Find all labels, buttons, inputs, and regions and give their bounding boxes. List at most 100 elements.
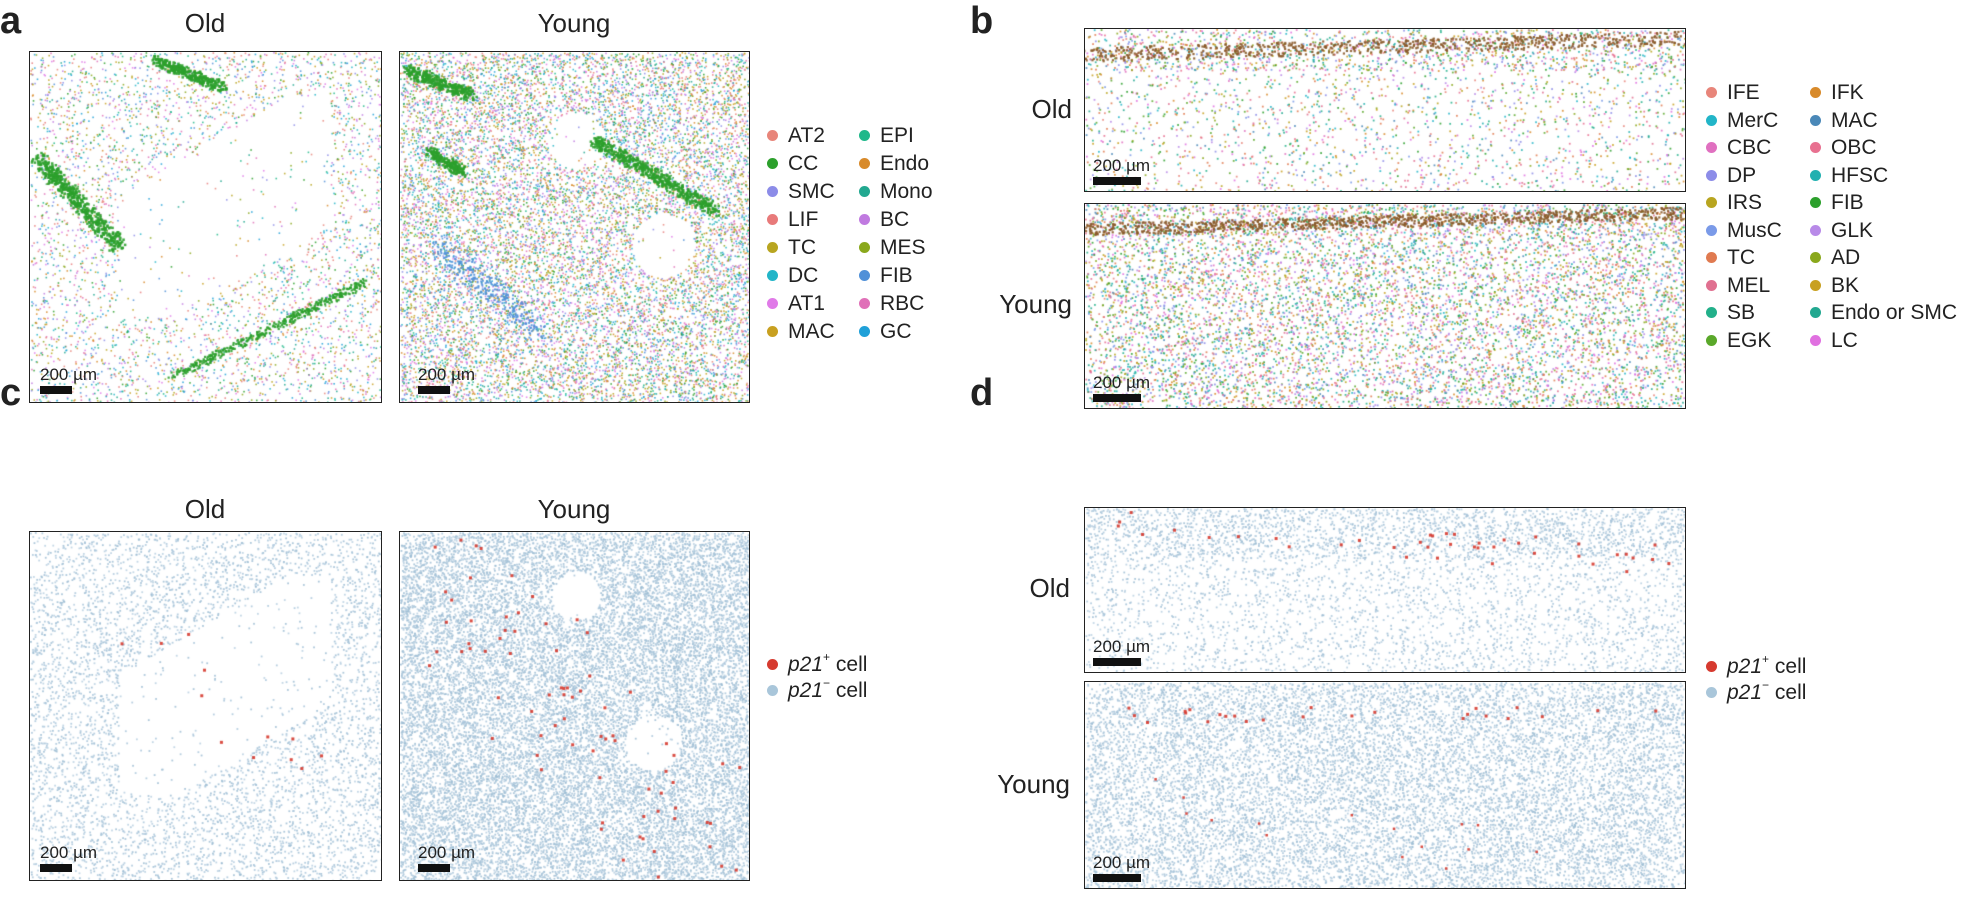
legend-item: LIF xyxy=(767,209,818,230)
scalebar-label: 200 µm xyxy=(418,843,476,862)
panel-d-old-map: 200 µm xyxy=(1084,507,1686,673)
panel-letter-a: a xyxy=(0,0,22,42)
legend-item: AD xyxy=(1810,247,1860,268)
legend-label: p21− cell xyxy=(1727,678,1807,704)
scalebar-label: 200 µm xyxy=(1093,637,1151,656)
panel-d-legend: p21+ cell p21− cell xyxy=(1706,653,1856,705)
panel-c-legend: p21+ cell p21− cell xyxy=(767,651,917,703)
legend-dot-icon xyxy=(1810,197,1821,208)
scalebar: 200 µm xyxy=(1093,854,1150,882)
legend-item: DC xyxy=(767,265,818,286)
legend-dot-icon xyxy=(1706,279,1717,291)
scalebar: 200 µm xyxy=(418,366,475,394)
legend-label: FIB xyxy=(880,264,913,287)
legend-label: GC xyxy=(880,320,912,343)
legend-dot-icon xyxy=(767,270,778,281)
legend-item: MES xyxy=(859,237,926,258)
panel-b-row-young: Young xyxy=(999,289,1072,319)
legend-dot-icon xyxy=(1810,169,1821,181)
legend-item-p21-negative: p21− cell xyxy=(767,677,867,701)
legend-label: IFK xyxy=(1831,81,1864,104)
panel-c-title-young: Young xyxy=(537,494,611,524)
panel-letter-c: c xyxy=(0,372,22,414)
legend-label: GLK xyxy=(1831,218,1874,242)
legend-dot-icon xyxy=(859,186,870,197)
legend-item: MAC xyxy=(767,321,835,342)
legend-dot-icon xyxy=(1810,114,1821,126)
legend-item: IFE xyxy=(1706,82,1760,103)
legend-dot-icon xyxy=(1706,114,1717,126)
legend-item: MerC xyxy=(1706,110,1778,131)
legend-dot-icon xyxy=(1706,169,1717,181)
legend-dot-icon xyxy=(1706,142,1717,153)
panel-b-legend: IFE MerC CBC DP IRS MusC TC MEL SB EGK IFK MAC OBC HF… xyxy=(1706,82,1963,362)
legend-label: MAC xyxy=(1831,108,1878,132)
scalebar: 200 µm xyxy=(1093,374,1150,402)
legend-dot-icon xyxy=(1810,334,1821,346)
red-dot-icon xyxy=(767,658,778,670)
legend-dot-icon xyxy=(1810,252,1821,263)
panel-letter-b: b xyxy=(970,0,994,42)
legend-label: IRS xyxy=(1727,191,1763,214)
legend-dot-icon xyxy=(859,214,870,225)
scalebar: 200 µm xyxy=(40,844,97,872)
legend-dot-icon xyxy=(859,130,870,141)
legend-dot-icon xyxy=(1706,334,1717,346)
panel-a-title-young: Young xyxy=(537,8,611,38)
legend-item: OBC xyxy=(1810,137,1877,158)
legend-item: HFSC xyxy=(1810,165,1888,186)
legend-label: EPI xyxy=(880,124,914,147)
lightblue-dot-icon xyxy=(1706,686,1717,698)
legend-dot-icon xyxy=(1706,307,1717,318)
panel-d-row-old: Old xyxy=(1029,573,1070,603)
legend-item: CBC xyxy=(1706,137,1771,158)
legend-item-p21-positive: p21+ cell xyxy=(1706,653,1806,677)
legend-label: AT1 xyxy=(788,292,825,315)
legend-dot-icon xyxy=(767,214,778,225)
legend-label: TC xyxy=(1727,246,1755,269)
legend-dot-icon xyxy=(767,242,778,253)
scalebar-label: 200 µm xyxy=(1093,156,1151,175)
legend-dot-icon xyxy=(859,298,870,309)
legend-label: BC xyxy=(880,208,910,231)
legend-dot-icon xyxy=(859,326,870,337)
legend-label: MerC xyxy=(1727,108,1779,132)
panel-b-row-old: Old xyxy=(1031,94,1072,124)
scalebar: 200 µm xyxy=(1093,157,1150,185)
legend-dot-icon xyxy=(1706,252,1717,263)
legend-item-p21-positive: p21+ cell xyxy=(767,651,867,675)
legend-dot-icon xyxy=(767,130,778,141)
legend-dot-icon xyxy=(1706,87,1717,98)
scalebar-label: 200 µm xyxy=(40,843,98,862)
legend-item: AT1 xyxy=(767,293,825,314)
legend-item: IFK xyxy=(1810,82,1864,103)
legend-dot-icon xyxy=(1810,307,1821,318)
panel-a-legend: AT2 CC SMC LIF TC DC AT1 MAC EPI Endo Mono BC MES FIB… xyxy=(767,125,967,350)
legend-label: LIF xyxy=(788,208,819,231)
legend-item: Endo or SMC xyxy=(1810,302,1957,323)
panel-b-young-map: 200 µm xyxy=(1084,203,1686,409)
panel-a-young-map: 200 µm xyxy=(399,51,750,403)
scalebar: 200 µm xyxy=(1093,638,1150,666)
scalebar-label: 200 µm xyxy=(1093,373,1151,392)
legend-label: AT2 xyxy=(788,124,825,147)
legend-label: Endo xyxy=(880,152,930,175)
legend-dot-icon xyxy=(767,158,778,169)
legend-item: MAC xyxy=(1810,110,1878,131)
legend-label: Mono xyxy=(880,180,933,203)
panel-b-old-map: 200 µm xyxy=(1084,28,1686,192)
scalebar-label: 200 µm xyxy=(1093,853,1151,872)
legend-label: OBC xyxy=(1831,136,1877,159)
lightblue-dot-icon xyxy=(767,684,778,696)
panel-c-young-map: 200 µm xyxy=(399,531,750,881)
legend-item: TC xyxy=(767,237,816,258)
legend-item: EPI xyxy=(859,125,914,146)
legend-item: SB xyxy=(1706,302,1755,323)
legend-item: Mono xyxy=(859,181,933,202)
legend-label: Endo or SMC xyxy=(1831,301,1958,324)
red-dot-icon xyxy=(1706,660,1717,672)
panel-a-title-old: Old xyxy=(184,8,226,38)
legend-item: FIB xyxy=(1810,192,1864,213)
legend-label: EGK xyxy=(1727,328,1772,352)
legend-label: LC xyxy=(1831,328,1858,352)
